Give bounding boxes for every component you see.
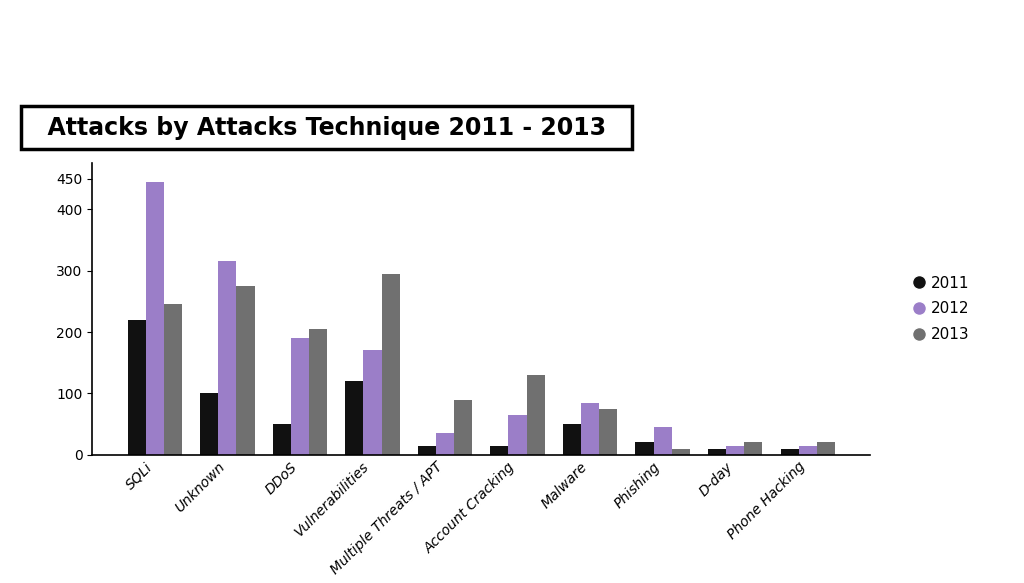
Bar bbox=[128, 319, 145, 455]
Bar bbox=[563, 424, 581, 455]
Bar bbox=[653, 427, 672, 455]
Bar bbox=[636, 442, 653, 455]
Bar bbox=[436, 433, 454, 455]
Bar bbox=[418, 445, 436, 455]
Bar bbox=[200, 394, 218, 455]
Bar bbox=[309, 329, 327, 455]
Bar bbox=[345, 381, 364, 455]
Legend: 2011, 2012, 2013: 2011, 2012, 2013 bbox=[909, 270, 975, 348]
Bar bbox=[291, 338, 309, 455]
Bar bbox=[726, 445, 744, 455]
Bar bbox=[799, 445, 817, 455]
Bar bbox=[145, 182, 164, 455]
Bar bbox=[364, 350, 382, 455]
Bar bbox=[708, 448, 726, 455]
Bar bbox=[744, 442, 763, 455]
Text: Attacks by Attacks Technique 2011 - 2013: Attacks by Attacks Technique 2011 - 2013 bbox=[31, 116, 623, 140]
Bar bbox=[817, 442, 835, 455]
Bar bbox=[490, 445, 509, 455]
Bar bbox=[672, 448, 690, 455]
Bar bbox=[164, 304, 182, 455]
Bar bbox=[237, 286, 255, 455]
Bar bbox=[272, 424, 291, 455]
Bar bbox=[780, 448, 799, 455]
Bar bbox=[382, 273, 399, 455]
Bar bbox=[509, 415, 526, 455]
Bar bbox=[599, 409, 617, 455]
Bar bbox=[526, 375, 545, 455]
Bar bbox=[581, 403, 599, 455]
Bar bbox=[218, 261, 237, 455]
Bar bbox=[454, 399, 472, 455]
